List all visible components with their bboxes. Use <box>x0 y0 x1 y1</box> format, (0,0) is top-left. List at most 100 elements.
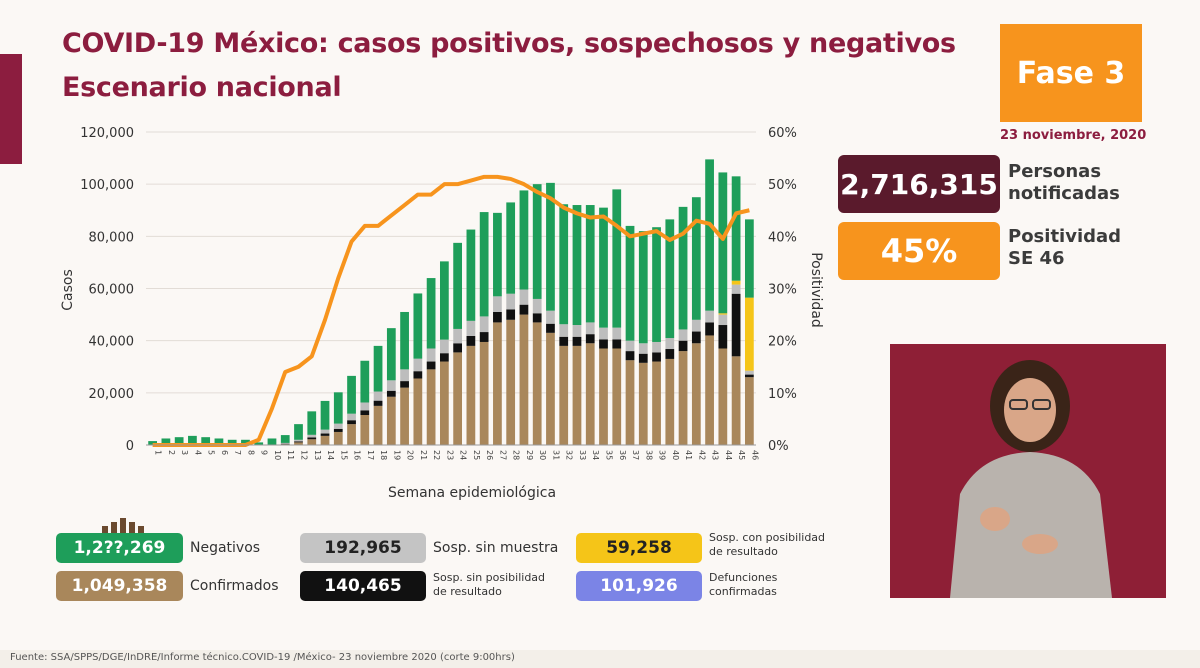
notified-label: Personas notificadas <box>1008 161 1120 205</box>
x-tick-label: 28 <box>512 450 521 460</box>
bar-negativos <box>227 439 237 445</box>
bar-sin-muestra <box>506 293 516 310</box>
x-tick-label: 45 <box>737 450 746 460</box>
x-tick-label: 20 <box>406 450 415 460</box>
notified-label-line-1: Personas <box>1008 161 1102 182</box>
bar-confirmados <box>559 345 569 445</box>
bar-negativos <box>599 207 608 328</box>
x-tick-label: 6 <box>220 450 229 455</box>
bar-negativos <box>386 328 396 381</box>
bar-sin-posibilidad <box>705 322 714 336</box>
bar-sin-muestra <box>665 338 675 350</box>
x-axis-label: Semana epidemiológica <box>388 485 556 501</box>
bar-confirmados <box>426 369 436 445</box>
chart-bars <box>148 159 754 445</box>
bar-sin-posibilidad <box>519 304 529 315</box>
bar-sin-muestra <box>731 284 741 294</box>
phase-badge: Fase 3 <box>1000 24 1142 122</box>
x-tick-label: 26 <box>485 450 494 460</box>
bar-sin-muestra <box>453 328 463 344</box>
sin-posibilidad-label-line-1: Sosp. sin posibilidad <box>433 571 546 584</box>
x-tick-label: 41 <box>684 450 693 460</box>
con-posibilidad-value-box: 59,258 <box>576 533 702 563</box>
x-tick-label: 18 <box>379 450 388 460</box>
x-tick-label: 23 <box>445 450 454 460</box>
bar-sin-posibilidad <box>347 420 356 425</box>
x-tick-label: 24 <box>459 450 468 460</box>
x-tick-label: 29 <box>525 450 534 460</box>
bar-confirmados <box>519 314 529 445</box>
page-title: COVID-19 México: casos positivos, sospec… <box>62 28 956 59</box>
bar-confirmados <box>731 356 741 445</box>
bar-sin-muestra <box>652 341 661 353</box>
footer-bar: Fuente: SSA/SPPS/DGE/InDRE/Informe técni… <box>0 650 1200 668</box>
bar-confirmados <box>678 351 688 445</box>
x-tick-label: 22 <box>432 450 441 460</box>
bar-negativos <box>678 206 688 330</box>
x-tick-label: 3 <box>180 450 189 455</box>
x-tick-label: 17 <box>366 450 375 460</box>
positivity-line <box>152 174 750 447</box>
bar-negativos <box>241 439 250 445</box>
bar-confirmados <box>572 345 582 445</box>
bar-negativos <box>333 392 343 424</box>
x-tick-label: 5 <box>207 450 216 455</box>
x-tick-label: 10 <box>273 450 282 460</box>
bar-confirmados <box>599 348 608 445</box>
bar-negativos <box>214 438 224 445</box>
x-tick-label: 8 <box>246 450 255 455</box>
bar-sin-posibilidad <box>731 293 741 357</box>
x-tick-label: 37 <box>631 450 640 460</box>
bar-sin-muestra <box>347 413 356 421</box>
bar-negativos <box>373 345 383 392</box>
bar-confirmados <box>493 322 502 445</box>
confirmados-label: Confirmados <box>190 578 279 594</box>
bar-negativos <box>267 438 277 445</box>
bar-negativos <box>188 435 197 445</box>
bar-negativos <box>705 159 714 311</box>
bar-sin-muestra <box>360 402 370 411</box>
y-tick-label: 100,000 <box>80 178 134 193</box>
bar-sin-posibilidad <box>546 323 555 333</box>
y2-tick-label: 50% <box>768 178 797 193</box>
bar-sin-muestra <box>572 325 582 337</box>
bar-confirmados <box>612 348 622 445</box>
bar-negativos <box>439 261 449 340</box>
bar-confirmados <box>691 343 701 445</box>
x-tick-label: 2 <box>167 450 176 455</box>
bar-sin-muestra <box>439 339 449 354</box>
y2-tick-label: 0% <box>768 439 789 454</box>
x-tick-label: 15 <box>339 450 348 460</box>
notified-count-box: 2,716,315 <box>838 155 1000 213</box>
bar-sin-posibilidad <box>506 309 516 320</box>
y-axis-label: Casos <box>60 269 76 311</box>
x-tick-label: 30 <box>538 450 547 460</box>
bar-sin-posibilidad <box>280 443 290 445</box>
notified-label-line-2: notificadas <box>1008 183 1120 204</box>
x-tick-label: 21 <box>419 450 428 460</box>
bar-negativos <box>638 231 648 344</box>
side-accent-bar <box>0 54 22 164</box>
bar-sin-muestra <box>307 434 317 438</box>
y2-tick-label: 10% <box>768 387 797 402</box>
bar-negativos <box>572 205 582 326</box>
bar-negativos <box>254 442 264 445</box>
bar-sin-posibilidad <box>373 400 383 406</box>
bar-sin-muestra <box>294 439 303 442</box>
bar-sin-muestra <box>744 370 754 375</box>
bar-sin-muestra <box>705 310 714 323</box>
bar-sin-posibilidad <box>691 331 701 344</box>
bar-sin-posibilidad <box>493 311 502 323</box>
sin-posibilidad-value-box: 140,465 <box>300 571 426 601</box>
page-subtitle: Escenario nacional <box>62 72 342 103</box>
bar-negativos <box>453 242 463 329</box>
bar-negativos <box>426 278 436 349</box>
bar-negativos <box>174 437 184 445</box>
bar-sin-muestra <box>691 319 701 332</box>
y2-tick-label: 40% <box>768 230 797 245</box>
bar-sin-muestra <box>386 380 396 391</box>
bar-negativos <box>625 225 635 341</box>
bar-confirmados <box>665 358 675 445</box>
bar-negativos <box>718 172 728 314</box>
x-tick-label: 44 <box>724 450 733 460</box>
